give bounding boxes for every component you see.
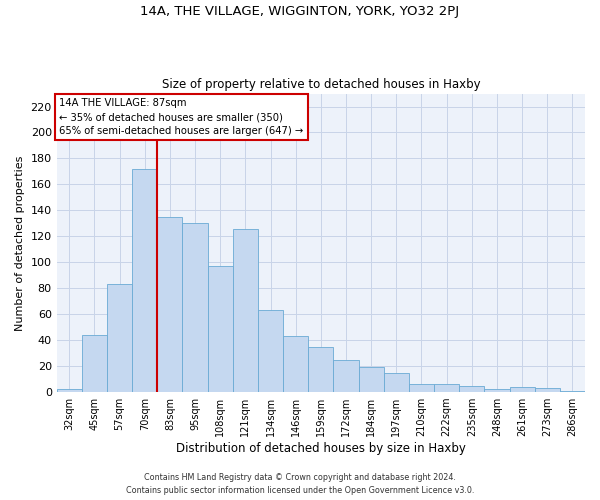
Bar — [560, 391, 585, 392]
Bar — [82, 335, 107, 392]
Bar — [258, 310, 283, 392]
Bar — [459, 386, 484, 392]
Bar — [157, 217, 182, 392]
Bar — [384, 372, 409, 392]
Y-axis label: Number of detached properties: Number of detached properties — [15, 155, 25, 330]
Bar — [409, 384, 434, 392]
Bar — [107, 284, 132, 392]
Bar — [509, 387, 535, 392]
Bar — [434, 384, 459, 392]
Bar — [334, 360, 359, 392]
Bar — [359, 368, 384, 392]
Bar — [283, 336, 308, 392]
Title: Size of property relative to detached houses in Haxby: Size of property relative to detached ho… — [161, 78, 480, 91]
Bar — [132, 169, 157, 392]
Text: Contains HM Land Registry data © Crown copyright and database right 2024.
Contai: Contains HM Land Registry data © Crown c… — [126, 474, 474, 495]
Bar — [484, 390, 509, 392]
Bar — [56, 390, 82, 392]
Text: 14A, THE VILLAGE, WIGGINTON, YORK, YO32 2PJ: 14A, THE VILLAGE, WIGGINTON, YORK, YO32 … — [140, 5, 460, 18]
X-axis label: Distribution of detached houses by size in Haxby: Distribution of detached houses by size … — [176, 442, 466, 455]
Bar — [535, 388, 560, 392]
Bar — [233, 228, 258, 392]
Text: 14A THE VILLAGE: 87sqm
← 35% of detached houses are smaller (350)
65% of semi-de: 14A THE VILLAGE: 87sqm ← 35% of detached… — [59, 98, 304, 136]
Bar — [182, 224, 208, 392]
Bar — [308, 346, 334, 392]
Bar — [208, 266, 233, 392]
